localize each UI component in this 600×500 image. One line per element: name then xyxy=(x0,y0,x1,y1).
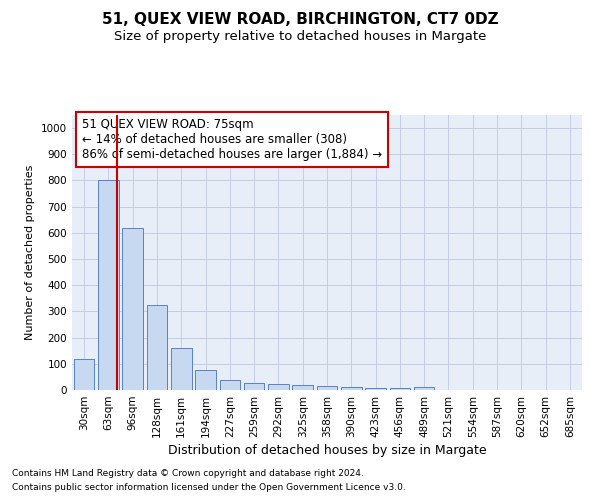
Text: 51 QUEX VIEW ROAD: 75sqm
← 14% of detached houses are smaller (308)
86% of semi-: 51 QUEX VIEW ROAD: 75sqm ← 14% of detach… xyxy=(82,118,382,161)
Bar xyxy=(244,384,265,390)
Y-axis label: Number of detached properties: Number of detached properties xyxy=(25,165,35,340)
Bar xyxy=(292,385,313,390)
Bar xyxy=(317,386,337,390)
Bar xyxy=(122,228,143,390)
Bar xyxy=(220,380,240,390)
Text: Size of property relative to detached houses in Margate: Size of property relative to detached ho… xyxy=(114,30,486,43)
Bar xyxy=(171,348,191,390)
X-axis label: Distribution of detached houses by size in Margate: Distribution of detached houses by size … xyxy=(167,444,487,457)
Text: Contains HM Land Registry data © Crown copyright and database right 2024.: Contains HM Land Registry data © Crown c… xyxy=(12,468,364,477)
Text: Contains public sector information licensed under the Open Government Licence v3: Contains public sector information licen… xyxy=(12,484,406,492)
Bar xyxy=(146,305,167,390)
Bar xyxy=(365,388,386,390)
Text: 51, QUEX VIEW ROAD, BIRCHINGTON, CT7 0DZ: 51, QUEX VIEW ROAD, BIRCHINGTON, CT7 0DZ xyxy=(101,12,499,28)
Bar xyxy=(195,370,216,390)
Bar xyxy=(389,388,410,390)
Bar xyxy=(414,388,434,390)
Bar xyxy=(341,388,362,390)
Bar xyxy=(98,180,119,390)
Bar xyxy=(74,358,94,390)
Bar xyxy=(268,384,289,390)
